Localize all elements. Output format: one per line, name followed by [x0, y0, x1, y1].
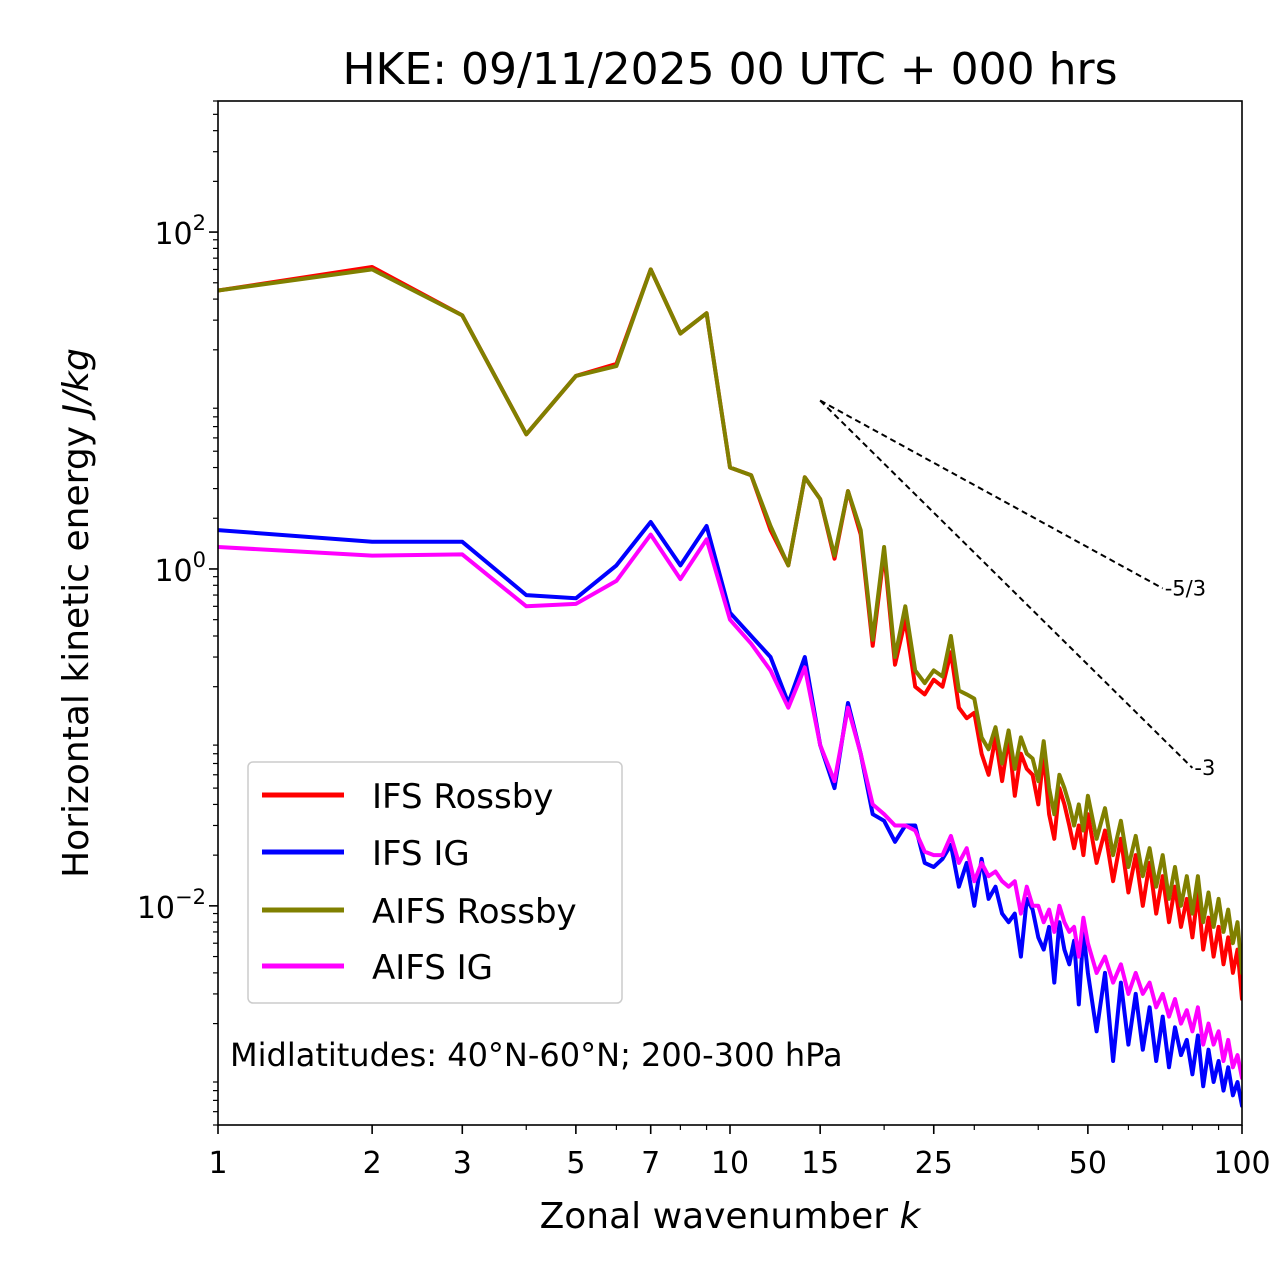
x-tick-label: 100 — [1213, 1146, 1270, 1181]
x-tick-label: 5 — [566, 1146, 585, 1181]
region-annotation: Midlatitudes: 40°N-60°N; 200-300 hPa — [230, 1036, 843, 1074]
reference-line-5-3 — [819, 399, 1164, 590]
x-tick-label: 1 — [208, 1146, 227, 1181]
series-line-aifs-ig — [218, 532, 1242, 1080]
series-line-ifs-ig — [218, 520, 1242, 1108]
y-minor-ticks — [213, 100, 218, 1126]
reference-line-3 — [819, 399, 1194, 769]
x-tick-label: 25 — [915, 1146, 953, 1181]
x-tick-label: 2 — [363, 1146, 382, 1181]
legend-label-aifs-rossby: AIFS Rossby — [372, 892, 577, 932]
reference-line-label-3: -3 — [1194, 756, 1215, 780]
y-axis-ticks: 10−2 100 102 — [137, 211, 218, 926]
x-minor-ticks — [525, 1125, 1220, 1130]
legend-frame — [247, 761, 623, 1004]
x-axis-label: Zonal wavenumber k — [540, 1196, 923, 1237]
y-tick-label: 100 — [154, 548, 206, 589]
x-axis-label-var: k — [900, 1196, 923, 1237]
y-tick-label: 10−2 — [137, 885, 206, 926]
x-axis-label-text: Zonal wavenumber — [540, 1196, 889, 1237]
series-line-aifs-rossby — [218, 267, 1242, 975]
y-axis-label-units: J/kg — [56, 348, 97, 420]
legend-label-ifs-ig: IFS IG — [372, 834, 470, 874]
legend: IFS Rossby IFS IG AIFS Rossby AIFS IG — [247, 761, 623, 1004]
legend-label-ifs-rossby: IFS Rossby — [372, 777, 553, 817]
chart-title: HKE: 09/11/2025 00 UTC + 000 hrs — [342, 44, 1117, 95]
y-tick-label: 102 — [154, 211, 206, 252]
reference-line-label-5-3: -5/3 — [1165, 576, 1206, 600]
reference-lines: -5/3 -3 — [819, 399, 1215, 780]
x-tick-label: 10 — [711, 1146, 749, 1181]
y-axis-label: Horizontal kinetic energy J/kg — [56, 348, 97, 878]
x-tick-label: 15 — [801, 1146, 839, 1181]
series-layer — [218, 265, 1242, 1108]
x-tick-label: 50 — [1069, 1146, 1107, 1181]
x-tick-label: 7 — [641, 1146, 660, 1181]
x-tick-label: 3 — [453, 1146, 472, 1181]
y-axis-label-text: Horizontal kinetic energy — [56, 426, 97, 878]
plot-area-frame — [217, 100, 1243, 1126]
legend-label-aifs-ig: AIFS IG — [372, 948, 493, 988]
x-axis-ticks: 1 2 3 5 7 10 15 25 50 100 — [208, 1125, 1271, 1181]
